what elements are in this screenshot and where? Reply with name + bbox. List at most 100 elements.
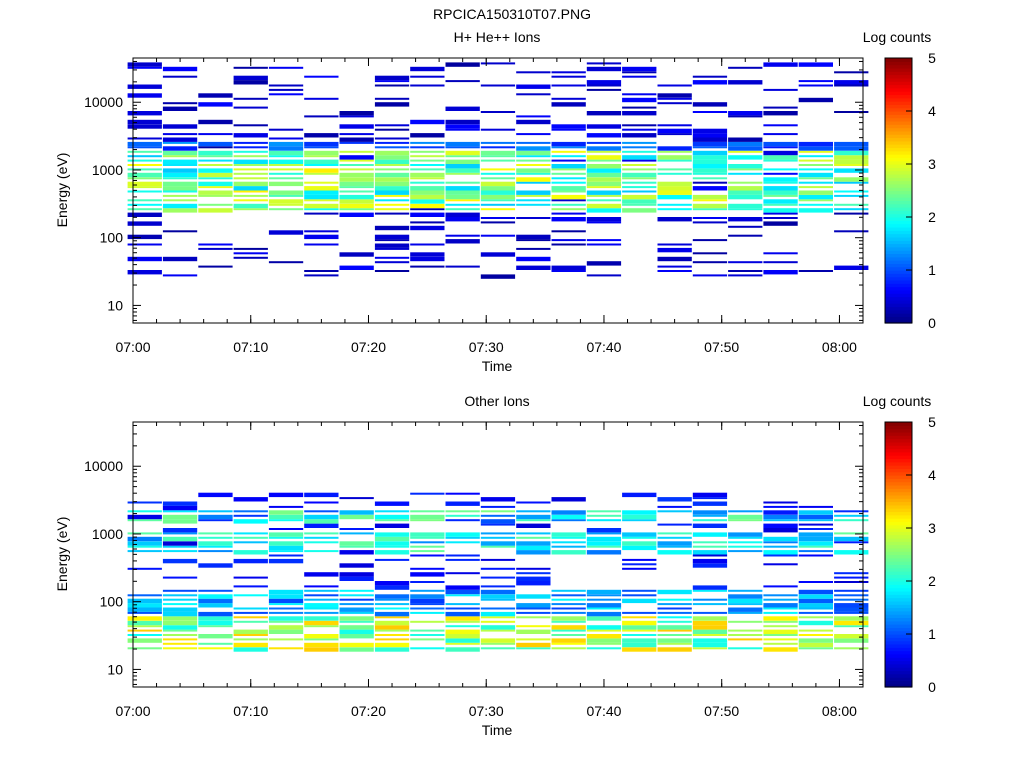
heatmap-cell xyxy=(657,168,692,171)
heatmap-cell xyxy=(692,194,728,200)
heatmap-cell xyxy=(586,545,622,548)
heatmap-cell xyxy=(374,234,410,240)
heatmap-cell xyxy=(410,252,445,257)
colorbar-segment xyxy=(885,504,912,509)
heatmap-cell xyxy=(586,186,622,189)
heatmap-cell xyxy=(516,203,551,206)
heatmap-cell xyxy=(763,616,798,621)
heatmap-cell xyxy=(162,155,198,158)
heatmap-cell xyxy=(551,532,586,537)
colorbar-segment xyxy=(885,528,912,532)
heatmap-cell xyxy=(445,647,480,652)
heatmap-cell xyxy=(268,199,304,204)
heatmap-cell xyxy=(728,137,763,142)
heatmap-cell xyxy=(516,239,551,242)
heatmap-cell xyxy=(127,603,162,608)
heatmap-cell xyxy=(586,594,622,597)
heatmap-cell xyxy=(480,523,516,526)
heatmap-cell xyxy=(268,172,304,175)
heatmap-cell xyxy=(798,177,833,180)
colorbar-segment xyxy=(885,273,912,278)
heatmap-cell xyxy=(586,141,622,144)
colorbar-segment xyxy=(885,144,912,149)
colorbar-segment xyxy=(885,660,912,665)
heatmap-cell xyxy=(480,150,516,156)
heatmap-cell xyxy=(622,558,657,561)
heatmap-cell xyxy=(692,519,728,522)
x-tick-label: 07:40 xyxy=(586,703,621,719)
heatmap-cell xyxy=(304,243,339,246)
colorbar-segment xyxy=(885,303,912,308)
heatmap-cell xyxy=(480,62,516,65)
heatmap-cell xyxy=(763,642,798,645)
heatmap-cell xyxy=(410,603,445,606)
heatmap-cell xyxy=(374,510,410,513)
heatmap-cell xyxy=(586,634,622,639)
heatmap-cell xyxy=(657,190,692,195)
heatmap-cell xyxy=(304,203,339,209)
heatmap-cell xyxy=(551,194,586,200)
heatmap-cell xyxy=(763,155,798,160)
heatmap-cell xyxy=(551,541,586,544)
heatmap-cell xyxy=(480,545,516,548)
heatmap-cell xyxy=(516,550,551,555)
heatmap-cell xyxy=(445,634,480,639)
heatmap-cell xyxy=(692,629,728,634)
colorbar-segment xyxy=(885,647,912,652)
heatmap-cell xyxy=(410,572,445,577)
heatmap-cell xyxy=(586,208,622,213)
heatmap-cell xyxy=(551,208,586,211)
heatmap-cell xyxy=(268,598,304,604)
heatmap-cell xyxy=(198,194,233,197)
heatmap-cell xyxy=(339,611,374,614)
heatmap-cell xyxy=(304,603,339,608)
heatmap-cell xyxy=(480,128,516,131)
heatmap-cell xyxy=(410,638,445,641)
colorbar-segment xyxy=(885,508,912,513)
heatmap-cell xyxy=(763,528,798,533)
colorbar-segment xyxy=(885,581,912,585)
heatmap-cell xyxy=(798,172,833,178)
heatmap-cell xyxy=(445,620,480,623)
heatmap-cell xyxy=(834,638,869,643)
heatmap-cell xyxy=(692,159,728,164)
heatmap-cell xyxy=(374,80,410,83)
heatmap-cell xyxy=(304,190,339,195)
heatmap-cell xyxy=(551,603,586,606)
heatmap-cell xyxy=(374,239,410,242)
colorbar-h-he: Log counts 0 1 2 3 4 5 xyxy=(863,29,936,331)
heatmap-cell xyxy=(198,119,233,125)
heatmap-cell xyxy=(763,611,798,614)
colorbar-segment xyxy=(885,283,912,288)
colorbar-segment xyxy=(885,441,912,446)
heatmap-cell xyxy=(657,93,692,98)
heatmap-cell xyxy=(798,194,833,200)
heatmap-cell xyxy=(445,234,480,237)
heatmap-cell xyxy=(339,252,374,257)
heatmap-cell xyxy=(268,603,304,606)
heatmap-cell xyxy=(410,225,445,231)
heatmap-cell xyxy=(198,172,233,178)
heatmap-cell xyxy=(763,598,798,601)
heatmap-cell xyxy=(516,115,551,118)
heatmap-cell xyxy=(410,256,445,262)
heatmap-cell xyxy=(586,647,622,650)
heatmap-cell xyxy=(233,80,268,85)
heatmap-cell xyxy=(445,208,480,211)
x-axis-ticks-h-he: 07:00 07:10 07:20 07:30 07:40 07:50 08:00 xyxy=(115,58,864,355)
heatmap-cell xyxy=(162,603,198,606)
heatmap-cell xyxy=(304,208,339,211)
heatmap-cell xyxy=(692,239,728,242)
heatmap-cell xyxy=(233,647,268,652)
heatmap-cell xyxy=(692,541,728,544)
heatmap-cell xyxy=(516,514,551,520)
heatmap-cell xyxy=(798,146,833,151)
heatmap-cell xyxy=(516,177,551,182)
heatmap-cell xyxy=(445,603,480,606)
heatmap-cell xyxy=(410,536,445,539)
heatmap-cell xyxy=(162,634,198,636)
y-tick-label: 1000 xyxy=(92,162,123,178)
colorbar-segment xyxy=(885,590,912,595)
heatmap-cell xyxy=(410,545,445,548)
heatmap-cell xyxy=(551,97,586,100)
